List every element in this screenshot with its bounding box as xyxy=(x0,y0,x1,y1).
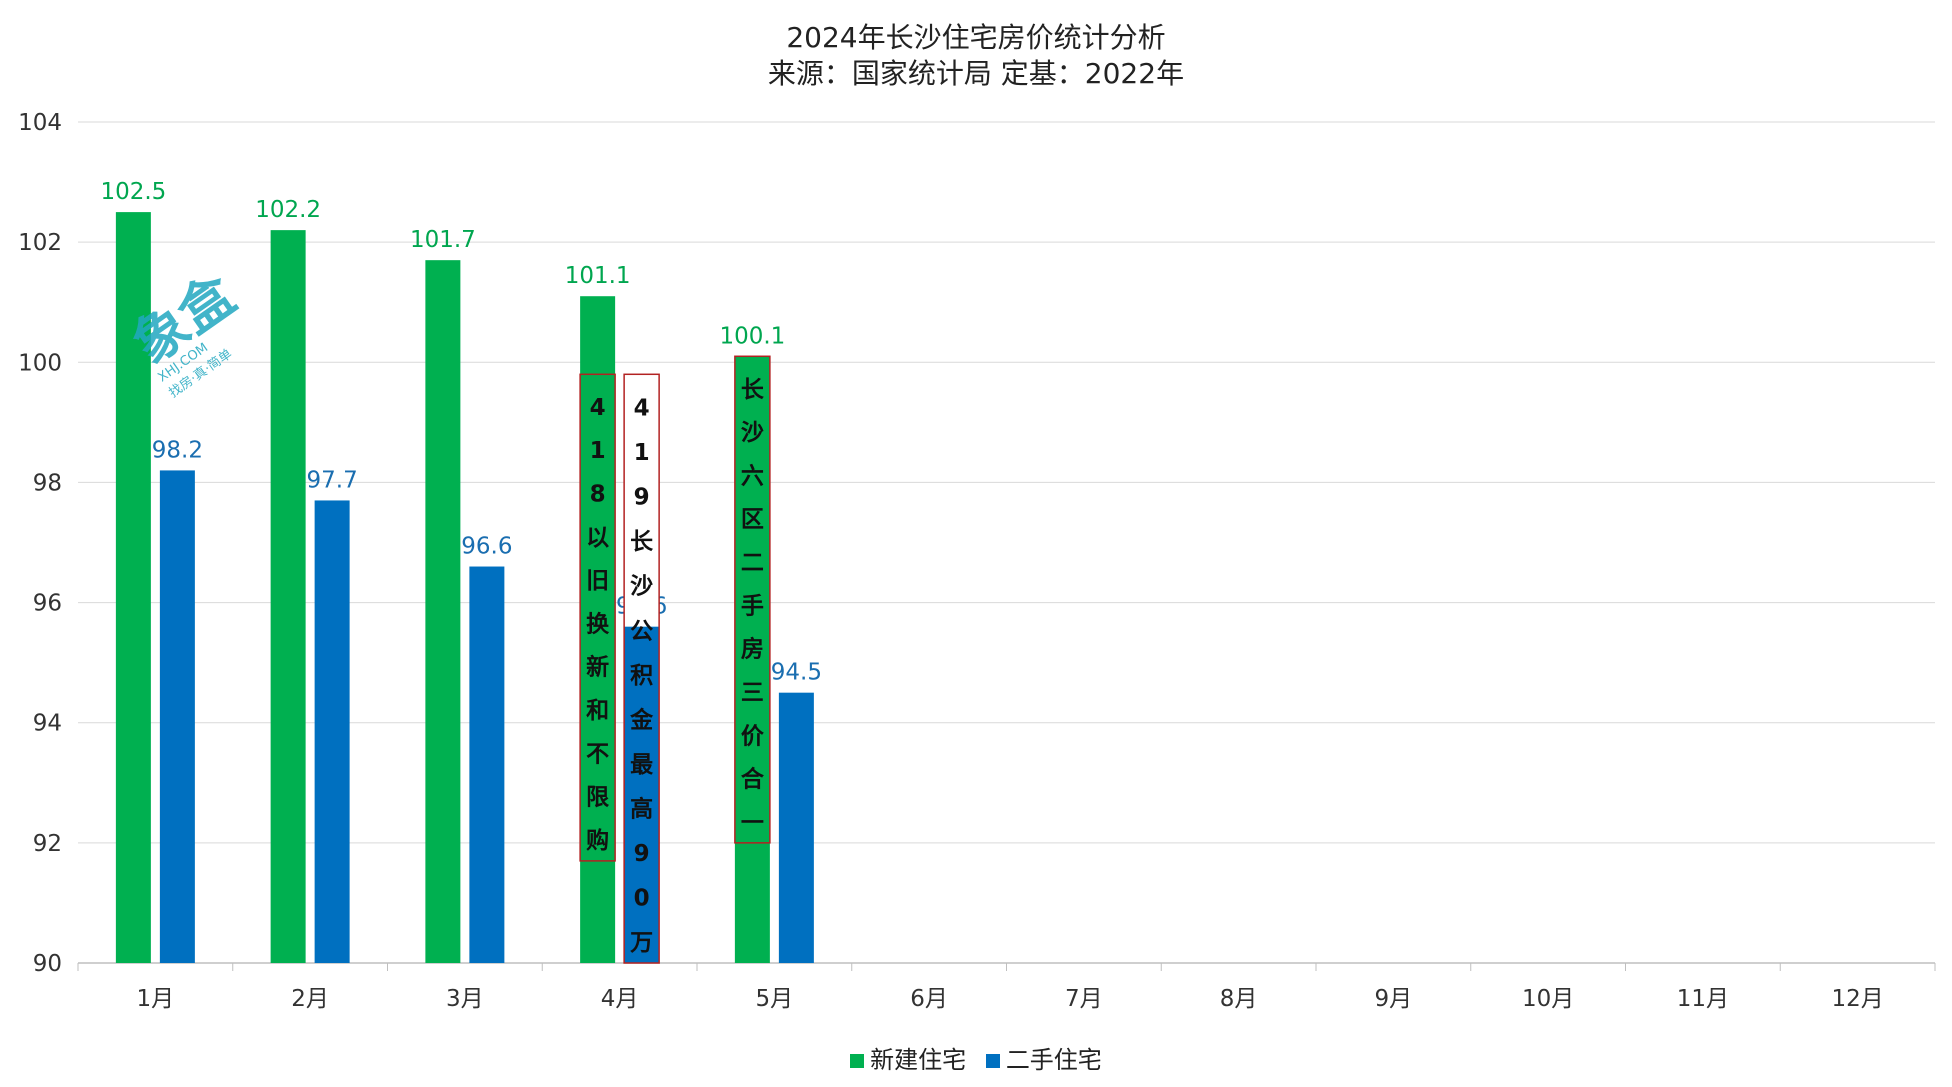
x-tick-label: 5月 xyxy=(756,986,794,1012)
x-tick-label: 10月 xyxy=(1522,986,1574,1012)
y-tick-label: 102 xyxy=(18,230,62,256)
y-tick-label: 98 xyxy=(33,470,62,496)
legend-label-new: 新建住宅 xyxy=(870,1046,967,1074)
legend-item-second[interactable]: 二手住宅 xyxy=(985,1040,1102,1075)
annotation-text-3: 长沙六区二手房三价合一 xyxy=(741,377,765,836)
x-tick-label: 11月 xyxy=(1677,986,1729,1012)
bar-new-4 xyxy=(580,296,616,963)
annotation-bg xyxy=(624,374,660,627)
x-tick-label: 3月 xyxy=(446,986,484,1012)
bar-new-1 xyxy=(115,212,151,963)
data-label: 101.1 xyxy=(565,263,631,289)
x-tick-label: 7月 xyxy=(1065,986,1103,1012)
data-label: 102.2 xyxy=(255,197,321,223)
y-tick-label: 104 xyxy=(18,110,62,136)
bar-new-2 xyxy=(270,230,306,964)
y-tick-label: 94 xyxy=(33,711,62,737)
chart-title: 2024年长沙住宅房价统计分析 xyxy=(786,21,1166,54)
legend-swatch-second xyxy=(985,1054,1000,1068)
bar-second-4 xyxy=(624,626,660,963)
annotation-box-2 xyxy=(623,373,660,964)
annotation-box-1 xyxy=(579,373,616,862)
y-tick-label: 96 xyxy=(33,591,62,617)
x-tick-label: 1月 xyxy=(137,986,175,1012)
bar-second-1 xyxy=(159,470,195,963)
bar-new-3 xyxy=(425,260,461,963)
x-tick-label: 9月 xyxy=(1375,986,1413,1012)
data-label: 101.7 xyxy=(410,227,476,253)
x-tick-label: 4月 xyxy=(601,986,639,1012)
legend-item-new[interactable]: 新建住宅 xyxy=(850,1040,966,1075)
bar-second-2 xyxy=(314,500,350,963)
data-label: 97.7 xyxy=(307,467,358,493)
legend-swatch-new xyxy=(850,1054,865,1068)
y-tick-label: 92 xyxy=(33,831,62,857)
data-label: 94.5 xyxy=(771,660,822,686)
x-tick-label: 2月 xyxy=(291,986,329,1012)
legend: 新建住宅 二手住宅 xyxy=(0,1040,1952,1075)
x-tick-label: 12月 xyxy=(1831,986,1883,1012)
chart-subtitle: 来源：国家统计局 定基：2022年 xyxy=(767,57,1185,90)
bar-second-5 xyxy=(778,692,814,963)
bar-new-5 xyxy=(734,356,770,963)
bar-second-3 xyxy=(469,566,505,963)
x-tick-label: 8月 xyxy=(1220,986,1258,1012)
legend-label-second: 二手住宅 xyxy=(1005,1046,1102,1074)
annotation-box-3 xyxy=(734,355,771,844)
data-label: 98.2 xyxy=(152,437,203,463)
data-label: 100.1 xyxy=(719,323,785,349)
x-tick-label: 6月 xyxy=(910,986,948,1012)
y-tick-label: 90 xyxy=(33,951,62,977)
data-label: 102.5 xyxy=(100,179,166,205)
data-label: 96.6 xyxy=(461,534,512,560)
y-tick-label: 100 xyxy=(18,350,62,376)
